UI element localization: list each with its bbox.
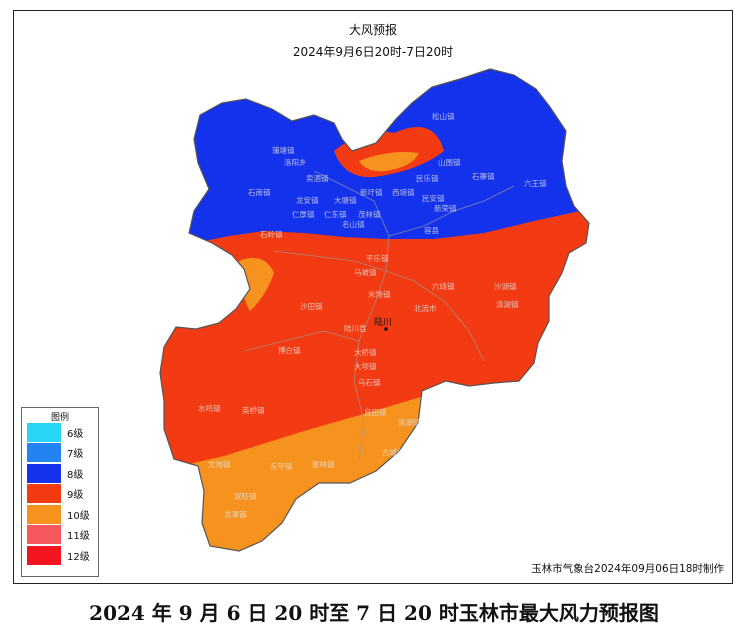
town-label: 名山镇 xyxy=(342,219,365,229)
city-label: 陆川 xyxy=(374,316,392,328)
region-outline xyxy=(159,68,590,552)
legend-label: 12级 xyxy=(67,551,90,563)
zone-level-10-west xyxy=(239,257,274,311)
town-label: 民乐镇 xyxy=(416,173,439,183)
credit-note: 玉林市气象台2024年09月06日18时制作 xyxy=(531,563,724,575)
figure-caption: 2024 年 9 月 6 日 20 时至 7 日 20 时玉林市最大风力预报图 xyxy=(89,601,659,625)
zone-level-10-north xyxy=(359,152,419,172)
legend-title: 图例 xyxy=(50,413,69,423)
town-label: 洛阳乡 xyxy=(284,157,307,167)
town-label: 水鸣镇 xyxy=(198,403,221,413)
town-label: 山围镇 xyxy=(438,157,461,167)
town-label: 仁东镇 xyxy=(324,209,347,219)
legend-label: 8级 xyxy=(67,469,84,481)
legend-swatch xyxy=(27,504,61,524)
town-label: 西埌镇 xyxy=(392,187,415,197)
town-label: 沙湖镇 xyxy=(494,281,517,291)
town-label: 茂林镇 xyxy=(358,209,381,219)
legend-swatch xyxy=(27,443,61,463)
legend-swatch xyxy=(27,484,61,504)
map-title: 大风预报 xyxy=(348,23,397,37)
legend-swatch xyxy=(27,463,61,483)
town-label: 仁厚镇 xyxy=(292,209,315,219)
town-label: 大桥镇 xyxy=(354,347,377,357)
map-panel: 大风预报 2024年9月6日20时-7日20时 蒲塘镇 洛阳乡 xyxy=(13,10,733,584)
town-label: 文地镇 xyxy=(208,459,231,469)
town-label: 平乐镇 xyxy=(366,253,389,263)
town-label: 卖酒镇 xyxy=(306,173,329,183)
legend-label: 10级 xyxy=(67,510,90,522)
legend-item: 6级 xyxy=(27,422,98,443)
town-label: 龙潭镇 xyxy=(224,509,247,519)
legend-item: 10级 xyxy=(27,504,98,525)
town-label: 蒲塘镇 xyxy=(272,145,295,155)
town-label: 双旺镇 xyxy=(234,491,257,501)
map-subtitle: 2024年9月6日20时-7日20时 xyxy=(292,45,454,59)
town-label: 龙安镇 xyxy=(296,195,319,205)
town-label: 松山镇 xyxy=(432,111,455,121)
legend: 图例 6级 7级 8级 9级 10级 11级 12级 xyxy=(21,407,99,577)
town-label: 陆川县 xyxy=(344,323,367,333)
town-label: 那林镇 xyxy=(312,459,335,469)
town-label: 清湖镇 xyxy=(398,417,421,427)
wind-map: 蒲塘镇 洛阳乡 石南镇 卖酒镇 龙安镇 仁厚镇 仁东镇 大塘镇 名山镇 茂林镇 … xyxy=(159,68,590,552)
legend-item: 8级 xyxy=(27,463,98,484)
town-label: 六王镇 xyxy=(524,178,547,188)
legend-item: 11级 xyxy=(27,525,98,546)
town-label: 沙田镇 xyxy=(300,301,323,311)
town-label: 良田镇 xyxy=(364,407,387,417)
town-label: 民安镇 xyxy=(422,193,445,203)
legend-swatch xyxy=(27,525,61,545)
town-labels: 蒲塘镇 洛阳乡 石南镇 卖酒镇 龙安镇 仁厚镇 仁东镇 大塘镇 名山镇 茂林镇 … xyxy=(198,111,547,519)
town-label: 古城镇 xyxy=(382,447,405,457)
town-label: 新荣镇 xyxy=(434,203,457,213)
legend-label: 7级 xyxy=(67,449,84,461)
town-label: 大坝镇 xyxy=(354,361,377,371)
town-label: 容县 xyxy=(424,225,439,235)
town-label: 乌石镇 xyxy=(358,377,381,387)
town-label: 东平镇 xyxy=(270,461,293,471)
town-label: 新圩镇 xyxy=(360,187,383,197)
town-label: 博白镇 xyxy=(278,345,301,355)
town-label: 石南镇 xyxy=(248,187,271,197)
legend-swatch xyxy=(27,545,61,565)
town-label: 北流市 xyxy=(414,303,437,313)
county-borders xyxy=(243,170,515,462)
town-label: 石寨镇 xyxy=(472,171,495,181)
legend-label: 11级 xyxy=(67,531,90,543)
town-label: 米场镇 xyxy=(368,289,391,299)
town-label: 大塘镇 xyxy=(334,195,357,205)
legend-item: 9级 xyxy=(27,484,98,505)
town-label: 六靖镇 xyxy=(432,281,455,291)
town-label: 英桥镇 xyxy=(242,405,265,415)
town-label: 石岭镇 xyxy=(260,229,283,239)
legend-item: 12级 xyxy=(27,545,98,566)
legend-label: 6级 xyxy=(67,428,84,440)
town-label: 马坡镇 xyxy=(354,267,377,277)
town-label: 清湖镇 xyxy=(496,299,519,309)
legend-item: 7级 xyxy=(27,443,98,464)
legend-swatch xyxy=(27,422,61,442)
legend-label: 9级 xyxy=(67,490,84,502)
city-marker xyxy=(384,327,388,331)
